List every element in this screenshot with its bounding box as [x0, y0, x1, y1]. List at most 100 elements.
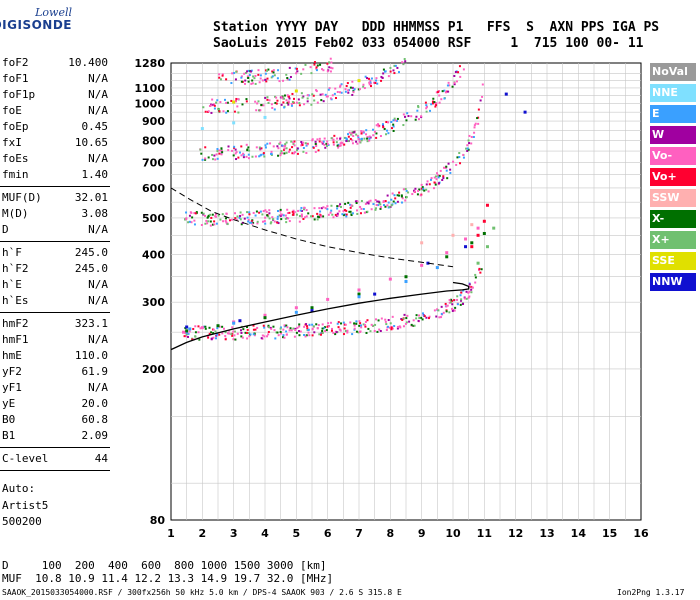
- echo-dot: [316, 138, 319, 141]
- echo-dot: [392, 200, 395, 203]
- echo-dot: [220, 153, 223, 156]
- echo-dot: [279, 330, 282, 333]
- echo-dot: [239, 211, 242, 214]
- echo-dot: [272, 69, 275, 72]
- echo-dot: [428, 315, 431, 318]
- echo-dot: [287, 103, 290, 106]
- echo-dot: [350, 214, 353, 217]
- echo-dot: [270, 152, 273, 155]
- echo-dot: [448, 84, 451, 87]
- echo-dot: [334, 87, 337, 90]
- echo-dot: [455, 80, 458, 83]
- echo-dot: [288, 66, 291, 69]
- series-point: [263, 316, 267, 320]
- echo-dot: [425, 316, 428, 319]
- echo-dot: [434, 183, 437, 186]
- echo-dot: [218, 325, 221, 328]
- echo-dot: [240, 335, 243, 338]
- echo-dot: [424, 101, 427, 104]
- echo-dot: [221, 74, 224, 77]
- x-tick-label: 7: [355, 527, 363, 540]
- echo-dot: [355, 320, 358, 323]
- echo-dot: [359, 141, 362, 144]
- echo-dot: [269, 222, 272, 225]
- echo-dot: [285, 141, 288, 144]
- echo-dot: [266, 98, 269, 101]
- echo-dot: [337, 205, 340, 208]
- echo-dot: [273, 329, 276, 332]
- param-value: 10.400: [68, 56, 108, 69]
- echo-dot: [266, 214, 269, 217]
- series-point: [263, 313, 267, 317]
- echo-dot: [247, 146, 250, 149]
- echo-dot: [195, 211, 198, 214]
- echo-dot: [330, 137, 333, 140]
- echo-dot: [480, 268, 483, 271]
- echo-dot: [374, 207, 377, 210]
- echo-dot: [248, 74, 251, 77]
- echo-dot: [213, 107, 216, 110]
- electron-density-profile: [170, 281, 470, 351]
- echo-dot: [207, 336, 210, 339]
- echo-dot: [260, 337, 263, 340]
- echo-dot: [207, 214, 210, 217]
- param-name: yF2: [2, 365, 22, 378]
- echo-dot: [276, 217, 279, 220]
- echo-dot: [292, 209, 295, 212]
- echo-dot: [302, 150, 305, 153]
- echo-dot: [212, 328, 215, 331]
- series-point: [388, 277, 392, 281]
- echo-dot: [236, 215, 239, 218]
- echo-dot: [235, 151, 238, 154]
- echo-dot: [217, 108, 220, 111]
- echo-dot: [351, 142, 354, 145]
- param-name: foEp: [2, 120, 29, 133]
- echo-dot: [353, 322, 356, 325]
- echo-dot: [290, 329, 293, 332]
- echo-dot: [447, 81, 450, 84]
- echo-dot: [292, 212, 295, 215]
- echo-dot: [366, 140, 369, 143]
- echo-dot: [364, 75, 367, 78]
- x-tick-label: 11: [477, 527, 492, 540]
- echo-dot: [334, 97, 337, 100]
- echo-dot: [466, 149, 469, 152]
- echo-dot: [273, 74, 276, 77]
- echo-dot: [362, 83, 365, 86]
- echo-dot: [199, 148, 202, 151]
- echo-dot: [329, 321, 332, 324]
- echo-dot: [308, 323, 311, 326]
- echo-dot: [284, 217, 287, 220]
- echo-dot: [366, 137, 369, 140]
- echo-dot: [307, 212, 310, 215]
- echo-dot: [310, 72, 313, 75]
- echo-dot: [443, 97, 446, 100]
- echo-dot: [363, 137, 366, 140]
- echo-dot: [418, 316, 421, 319]
- echo-dot: [255, 146, 258, 149]
- echo-dot: [360, 137, 363, 140]
- echo-dot: [244, 71, 247, 74]
- echo-dot: [437, 309, 440, 312]
- series-point: [476, 226, 480, 230]
- echo-dot: [306, 325, 309, 328]
- echo-dot: [275, 331, 278, 334]
- param-value: N/A: [88, 333, 108, 346]
- echo-dot: [185, 331, 188, 334]
- echo-dot: [286, 78, 289, 81]
- echo-dot: [305, 215, 308, 218]
- echo-dot: [349, 206, 352, 209]
- echo-dot: [369, 79, 372, 82]
- echo-dot: [429, 109, 432, 112]
- param-name: h`F2: [2, 262, 29, 275]
- echo-dot: [301, 142, 304, 145]
- echo-dot: [242, 328, 245, 331]
- echo-dot: [247, 218, 250, 221]
- header-row-labels: Station YYYY DAY DDD HHMMSS P1 FFS S AXN…: [213, 20, 660, 35]
- echo-dot: [470, 142, 473, 145]
- legend-entry: SSE: [650, 252, 696, 270]
- echo-dot: [233, 334, 236, 337]
- echo-dot: [215, 222, 218, 225]
- echo-dot: [304, 142, 307, 145]
- echo-dot: [335, 141, 338, 144]
